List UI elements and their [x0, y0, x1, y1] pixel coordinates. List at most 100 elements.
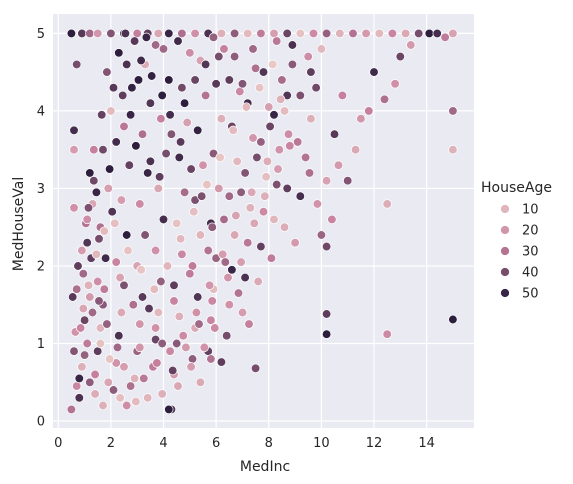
data-point — [129, 373, 140, 384]
data-point — [111, 137, 121, 147]
data-point — [135, 342, 145, 353]
data-point — [164, 75, 174, 85]
data-point — [414, 28, 424, 39]
data-point — [260, 191, 270, 201]
data-point — [223, 272, 233, 283]
x-tick-labels: 0 2 4 6 8 10 12 14 — [54, 436, 435, 451]
data-point — [157, 90, 167, 101]
data-point — [110, 218, 120, 228]
data-point — [308, 28, 319, 39]
data-point — [264, 102, 274, 112]
data-point — [321, 309, 332, 319]
data-point — [356, 114, 366, 124]
data-point — [157, 338, 167, 349]
data-point — [136, 55, 146, 66]
data-point — [162, 261, 173, 271]
data-point — [131, 141, 141, 151]
data-point — [293, 137, 303, 147]
data-point — [169, 296, 179, 306]
legend-label: 50 — [522, 287, 539, 302]
data-point — [199, 342, 209, 353]
data-point — [304, 168, 315, 178]
data-point — [256, 137, 266, 147]
y-tick-labels: 0 1 2 3 4 5 — [37, 27, 45, 430]
data-point — [177, 249, 187, 259]
data-point — [382, 329, 392, 339]
data-point — [273, 164, 283, 174]
y-tick-label: 5 — [37, 27, 45, 42]
data-point — [311, 83, 321, 93]
legend-label: 20 — [522, 224, 539, 239]
data-point — [66, 404, 77, 415]
data-point — [236, 187, 246, 197]
data-point — [261, 172, 271, 182]
data-point — [77, 362, 87, 372]
data-point — [143, 168, 153, 178]
data-point — [85, 377, 95, 387]
data-point — [387, 28, 398, 39]
data-point — [172, 218, 182, 228]
data-point — [97, 110, 107, 120]
data-point — [295, 90, 305, 101]
x-tick-label: 10 — [313, 436, 330, 451]
data-point — [99, 226, 109, 236]
data-point — [210, 323, 220, 333]
data-point — [115, 393, 125, 403]
x-tick-label: 4 — [159, 436, 167, 451]
data-point — [74, 393, 84, 403]
data-point — [127, 83, 137, 93]
data-point — [85, 28, 95, 39]
data-point — [295, 191, 305, 201]
data-point — [133, 75, 144, 85]
data-point — [175, 234, 186, 244]
data-point — [124, 160, 134, 170]
data-point — [224, 191, 234, 201]
data-point — [93, 346, 103, 356]
data-point — [85, 292, 95, 302]
plot-background — [53, 14, 474, 428]
data-point — [153, 307, 163, 318]
data-point — [191, 307, 202, 318]
data-point — [168, 365, 178, 376]
data-point — [244, 319, 254, 329]
data-point — [79, 350, 90, 360]
y-axis-title: MedHouseVal — [11, 177, 27, 271]
data-point — [207, 222, 217, 232]
data-point — [153, 28, 163, 39]
data-point — [69, 145, 79, 155]
x-tick-label: 12 — [366, 436, 383, 451]
data-point — [206, 315, 216, 325]
data-point — [369, 67, 379, 77]
data-point — [158, 44, 169, 54]
data-point — [241, 102, 252, 112]
data-point — [335, 28, 345, 39]
legend-label: 40 — [522, 266, 539, 281]
data-point — [229, 28, 240, 39]
x-tick-label: 14 — [418, 436, 435, 451]
data-point — [343, 176, 353, 186]
data-point — [262, 156, 273, 166]
data-point — [181, 342, 191, 353]
data-point — [87, 307, 98, 318]
data-point — [216, 114, 227, 124]
data-point — [247, 187, 257, 197]
data-point — [258, 207, 269, 217]
x-tick-label: 8 — [265, 436, 273, 451]
data-point — [269, 110, 279, 120]
data-point — [265, 121, 275, 132]
data-point — [306, 114, 316, 124]
data-point — [103, 377, 113, 387]
data-point — [150, 323, 161, 333]
data-point — [250, 363, 261, 373]
data-point — [186, 362, 196, 372]
data-point — [172, 338, 182, 349]
data-point — [329, 129, 340, 139]
data-point — [243, 28, 253, 39]
data-point — [256, 28, 266, 39]
data-point — [448, 106, 458, 116]
data-point — [195, 377, 206, 387]
data-point — [165, 110, 175, 120]
data-point — [156, 276, 166, 287]
data-point — [154, 172, 165, 182]
data-point — [103, 183, 113, 194]
